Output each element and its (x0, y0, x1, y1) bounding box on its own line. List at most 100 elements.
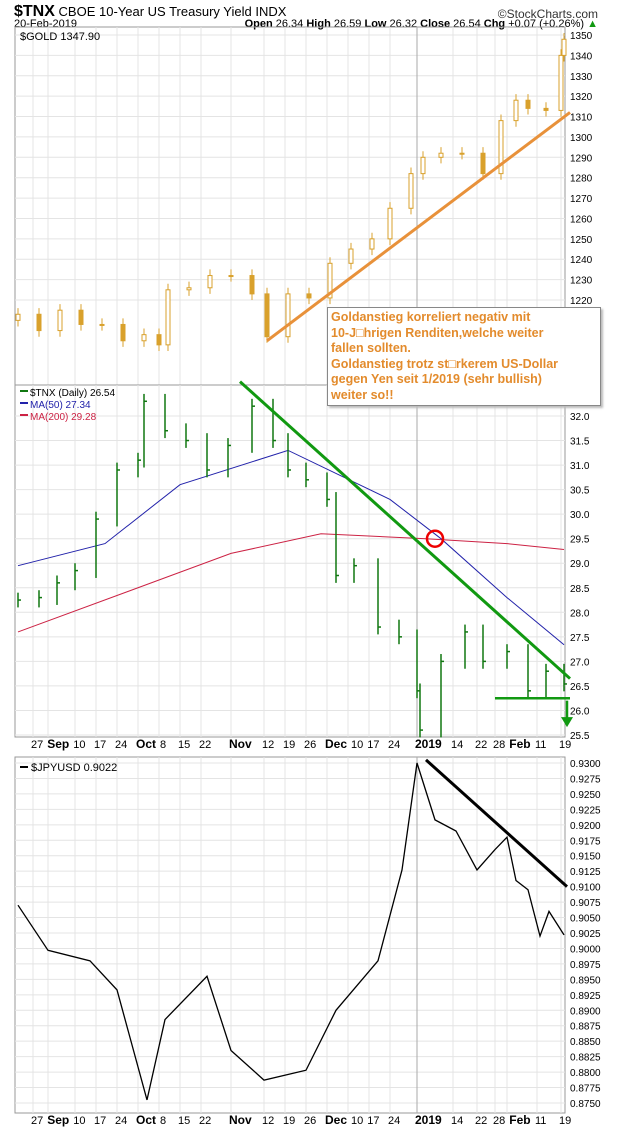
y-tick-label: 27.5 (570, 633, 590, 644)
x-tick-label: 17 (367, 1115, 379, 1127)
y-tick-label: 0.8900 (570, 1006, 601, 1017)
y-tick-label: 1310 (570, 113, 593, 124)
x-tick-label: Feb (509, 737, 530, 751)
x-tick-label: 26 (304, 739, 316, 751)
chart-title: $TNX CBOE 10-Year US Treasury Yield INDX (14, 3, 287, 20)
y-tick-label: 32.0 (570, 412, 590, 423)
y-tick-label: 0.9050 (570, 914, 601, 925)
x-tick-label: Dec (325, 1113, 347, 1127)
gold-candle (78, 309, 84, 325)
x-tick-label: 2019 (415, 1113, 442, 1127)
gold-trendline (266, 111, 571, 342)
gold-candle (15, 313, 21, 321)
gold-candle (207, 275, 213, 289)
y-tick-label: 1340 (570, 51, 593, 62)
y-tick-label: 1250 (570, 235, 593, 246)
x-tick-label: 10 (73, 739, 85, 751)
y-tick-label: 1220 (570, 296, 593, 307)
y-tick-label: 0.9100 (570, 883, 601, 894)
gold-candle (120, 323, 126, 342)
x-tick-label: Sep (47, 1113, 69, 1127)
y-tick-label: 0.9175 (570, 836, 601, 847)
x-tick-label: 24 (388, 1115, 400, 1127)
y-tick-label: 1300 (570, 133, 593, 144)
gold-candle (561, 38, 567, 56)
gold-candle (498, 120, 504, 175)
gold-candle (543, 107, 549, 111)
y-tick-label: 0.8950 (570, 975, 601, 986)
y-tick-label: 0.9275 (570, 774, 601, 785)
x-tick-label: 11 (535, 739, 546, 751)
x-tick-label: 19 (283, 1115, 295, 1127)
y-tick-label: 28.5 (570, 584, 590, 595)
x-tick-label: 10 (73, 1115, 85, 1127)
x-tick-label: 28 (493, 1115, 505, 1127)
x-tick-label: 14 (451, 739, 463, 751)
x-tick-label: Nov (229, 737, 252, 751)
gold-candle (156, 334, 162, 346)
panel-frame (14, 384, 566, 738)
y-tick-label: 0.9150 (570, 852, 601, 863)
legend-swatch (20, 414, 28, 416)
x-tick-label: 19 (559, 1115, 571, 1127)
jpy-trendline (424, 758, 569, 888)
x-tick-label: 26 (304, 1115, 316, 1127)
y-tick-label: 0.8850 (570, 1037, 601, 1048)
y-tick-label: 0.8975 (570, 960, 601, 971)
gold-candle (228, 275, 234, 278)
x-tick-label: 8 (160, 739, 166, 751)
watermark: ©StockCharts.com (497, 7, 598, 21)
x-tick-label: 28 (493, 739, 505, 751)
y-tick-label: 0.8875 (570, 1022, 601, 1033)
ma50-line (17, 449, 565, 646)
y-tick-label: 0.8750 (570, 1099, 601, 1110)
y-tick-label: 30.0 (570, 510, 590, 521)
gold-candle (36, 313, 42, 332)
y-tick-label: 1350 (570, 31, 593, 42)
legend-swatch (20, 402, 28, 404)
gold-candle (513, 99, 519, 122)
x-tick-label: 14 (451, 1115, 463, 1127)
x-tick-label: 15 (178, 739, 190, 751)
x-tick-label: Sep (47, 737, 69, 751)
x-tick-label: 15 (178, 1115, 190, 1127)
x-tick-label: 22 (475, 739, 487, 751)
gold-candle (165, 289, 171, 346)
y-tick-label: 0.9125 (570, 867, 601, 878)
x-tick-label: 22 (199, 1115, 211, 1127)
legend-tnx: $TNX (Daily) 26.54 (30, 388, 115, 399)
gold-candle (525, 99, 531, 109)
x-tick-label: 24 (388, 739, 400, 751)
x-tick-label: 24 (115, 739, 127, 751)
x-tick-label: 8 (160, 1115, 166, 1127)
gold-candle (285, 293, 291, 338)
gold-candle (306, 293, 312, 299)
y-tick-label: 1260 (570, 214, 593, 225)
x-tick-label: 17 (94, 739, 106, 751)
gold-candle (99, 323, 105, 326)
y-tick-label: 1290 (570, 153, 593, 164)
y-tick-label: 0.9000 (570, 944, 601, 955)
ma200-line (17, 533, 565, 633)
gold-candle (408, 173, 414, 209)
legend-swatch (20, 390, 28, 392)
x-tick-label: Dec (325, 737, 347, 751)
gold-candle (558, 54, 564, 111)
jpyusd-line (17, 762, 565, 1101)
x-tick-label: 12 (262, 739, 274, 751)
x-tick-label: 19 (283, 739, 295, 751)
gold-candle (141, 334, 147, 342)
legend-jpy: $JPYUSD 0.9022 (31, 762, 117, 774)
y-tick-label: 31.0 (570, 461, 590, 472)
x-tick-label: 11 (535, 1115, 546, 1127)
gold-candle (438, 152, 444, 158)
y-tick-label: 31.5 (570, 437, 590, 448)
panel-frame (14, 756, 566, 1114)
legend-gold: $GOLD 1347.90 (20, 31, 100, 43)
y-tick-label: 1230 (570, 276, 593, 287)
y-tick-label: 0.8800 (570, 1068, 601, 1079)
x-tick-label: 12 (262, 1115, 274, 1127)
y-tick-label: 26.5 (570, 682, 590, 693)
